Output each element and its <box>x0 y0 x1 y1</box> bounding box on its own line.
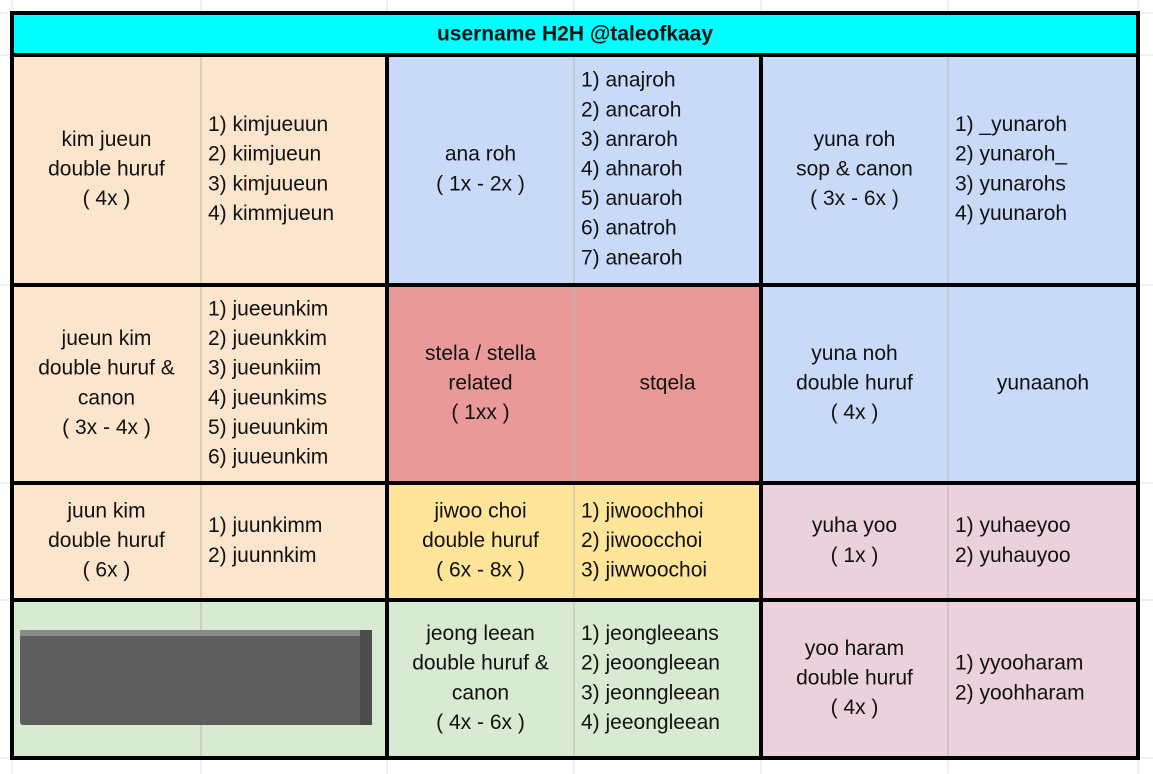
image-placeholder-edge <box>20 630 372 636</box>
group-label: canon <box>452 681 509 704</box>
group-label: double huruf <box>48 529 165 552</box>
username-item: 1) yyooharam <box>955 652 1083 675</box>
username-item: 1) juunkimm <box>208 514 322 537</box>
group-cell <box>761 600 1138 758</box>
image-placeholder <box>20 630 372 725</box>
username-item: 7) anearoh <box>581 246 683 269</box>
group-label: kim jueun <box>62 128 152 151</box>
group-label: ( 3x - 6x ) <box>810 187 899 210</box>
group-cell <box>761 285 1138 483</box>
group-label: ( 4x ) <box>831 401 879 424</box>
group-label: yuna noh <box>811 342 897 365</box>
username-item: 1) jeongleeans <box>581 622 719 645</box>
group-cell <box>761 483 1138 600</box>
username-item: 4) yuunaroh <box>955 202 1067 225</box>
username-item: yunaanoh <box>997 372 1089 395</box>
group-label: ( 4x - 6x ) <box>436 711 525 734</box>
username-item: 4) jeeongleean <box>581 711 720 734</box>
username-item: 3) jiwwoochoi <box>581 559 707 582</box>
group-label: ( 6x - 8x ) <box>436 559 525 582</box>
username-item: 4) jueunkims <box>208 386 327 409</box>
group-label: double huruf & <box>38 357 175 380</box>
username-item: 2) jeoongleean <box>581 652 720 675</box>
group-label: jeong leean <box>425 622 535 645</box>
username-item: 4) ahnaroh <box>581 158 683 181</box>
group-label: jiwoo choi <box>433 499 526 522</box>
group-label: double huruf & <box>412 652 549 675</box>
group-label: ( 6x ) <box>83 559 131 582</box>
username-item: 1) jueeunkim <box>208 298 328 321</box>
group-label: double huruf <box>796 667 913 690</box>
username-item: 3) yunarohs <box>955 172 1066 195</box>
username-item: 3) jeonngleean <box>581 681 720 704</box>
username-item: 2) yunaroh_ <box>955 143 1067 166</box>
username-item: 6) juueunkim <box>208 446 328 469</box>
username-item: 2) jueunkkim <box>208 327 327 350</box>
group-cell <box>12 55 387 285</box>
group-label: ( 4x ) <box>831 696 879 719</box>
group-label: related <box>448 372 512 395</box>
username-item: 6) anatroh <box>581 217 677 240</box>
group-label: double huruf <box>48 158 165 181</box>
header-title: username H2H @taleofkaay <box>437 23 713 46</box>
group-label: juun kim <box>66 499 145 522</box>
group-border <box>759 598 1140 760</box>
username-item: 1) yuhaeyoo <box>955 514 1071 537</box>
group-cell <box>12 483 387 600</box>
username-item: 2) juunnkim <box>208 544 317 567</box>
username-item: 4) kimmjueun <box>208 202 334 225</box>
group-cell <box>12 285 387 483</box>
username-item: 2) ancaroh <box>581 98 681 121</box>
group-label: jueun kim <box>61 327 152 350</box>
username-item: 1) kimjueuun <box>208 113 328 136</box>
username-item: 2) yoohharam <box>955 681 1085 704</box>
header-cell <box>10 11 1140 57</box>
username-item: 3) kimjuueun <box>208 172 328 195</box>
group-label: ana roh <box>445 143 516 166</box>
group-label: double huruf <box>796 372 913 395</box>
group-label: ( 3x - 4x ) <box>62 416 151 439</box>
group-label: ( 1x ) <box>831 544 879 567</box>
username-item: 1) anajroh <box>581 69 676 92</box>
group-cell <box>761 55 1138 285</box>
group-label: canon <box>78 386 135 409</box>
username-item: 3) anraroh <box>581 128 678 151</box>
username-item: 5) jueuunkim <box>208 416 328 439</box>
username-item: 2) jiwoocchoi <box>581 529 702 552</box>
group-label: double huruf <box>422 529 539 552</box>
username-item: 2) yuhauyoo <box>955 544 1071 567</box>
username-item: 5) anuaroh <box>581 187 683 210</box>
username-item: 1) _yunaroh <box>955 113 1067 136</box>
image-placeholder-side <box>360 630 372 725</box>
group-label: sop & canon <box>796 158 913 181</box>
group-label: ( 1xx ) <box>451 401 509 424</box>
group-label: ( 4x ) <box>83 187 131 210</box>
username-item: stqela <box>639 372 695 395</box>
group-label: ( 1x - 2x ) <box>436 172 525 195</box>
group-label: yoo haram <box>805 637 904 660</box>
group-label: yuna roh <box>814 128 896 151</box>
username-item: 3) jueunkiim <box>208 357 321 380</box>
group-label: yuha yoo <box>812 514 897 537</box>
username-item: 1) jiwoochhoi <box>581 499 704 522</box>
group-label: stela / stella <box>425 342 536 365</box>
username-item: 2) kiimjueun <box>208 143 321 166</box>
